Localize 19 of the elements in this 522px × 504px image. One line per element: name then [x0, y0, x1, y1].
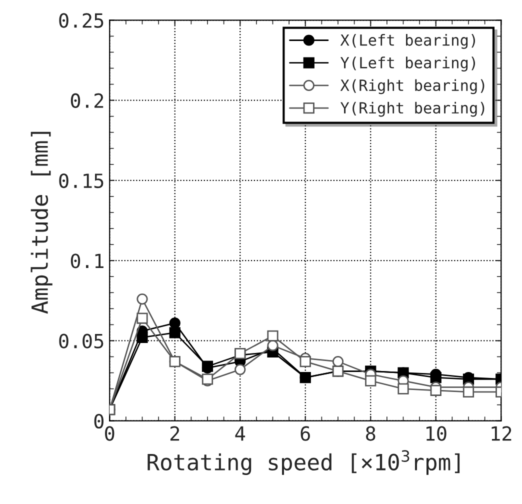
- legend-label: X(Left bearing): [340, 34, 475, 49]
- y-tick-label: 0.1: [70, 254, 104, 268]
- x-axis-title: Rotating speed [×10$^{3}$rpm]: [148, 450, 460, 476]
- x-tick-label: 12: [492, 426, 512, 441]
- x-tick-label: 6: [300, 426, 310, 441]
- y-tick-label: 0.05: [59, 334, 104, 348]
- legend-label: Y(Left bearing): [340, 56, 475, 72]
- y-tick-label: 0.15: [59, 173, 104, 188]
- x-tick-label: 10: [426, 426, 446, 441]
- x-tick-label: 8: [366, 426, 376, 441]
- x-tick-label: 0: [105, 426, 114, 441]
- y-tick-label: 0: [94, 414, 104, 429]
- legend-label: Y(Right bearing): [340, 102, 484, 117]
- x-tick-label: 4: [235, 426, 246, 441]
- legend-label: X(Right bearing): [340, 79, 484, 94]
- y-tick-label: 0.2: [70, 93, 104, 108]
- x-tick-label: 2: [170, 426, 180, 441]
- y-tick-label: 0.25: [59, 13, 104, 28]
- y-axis-title: Amplitude [mm]: [30, 132, 52, 314]
